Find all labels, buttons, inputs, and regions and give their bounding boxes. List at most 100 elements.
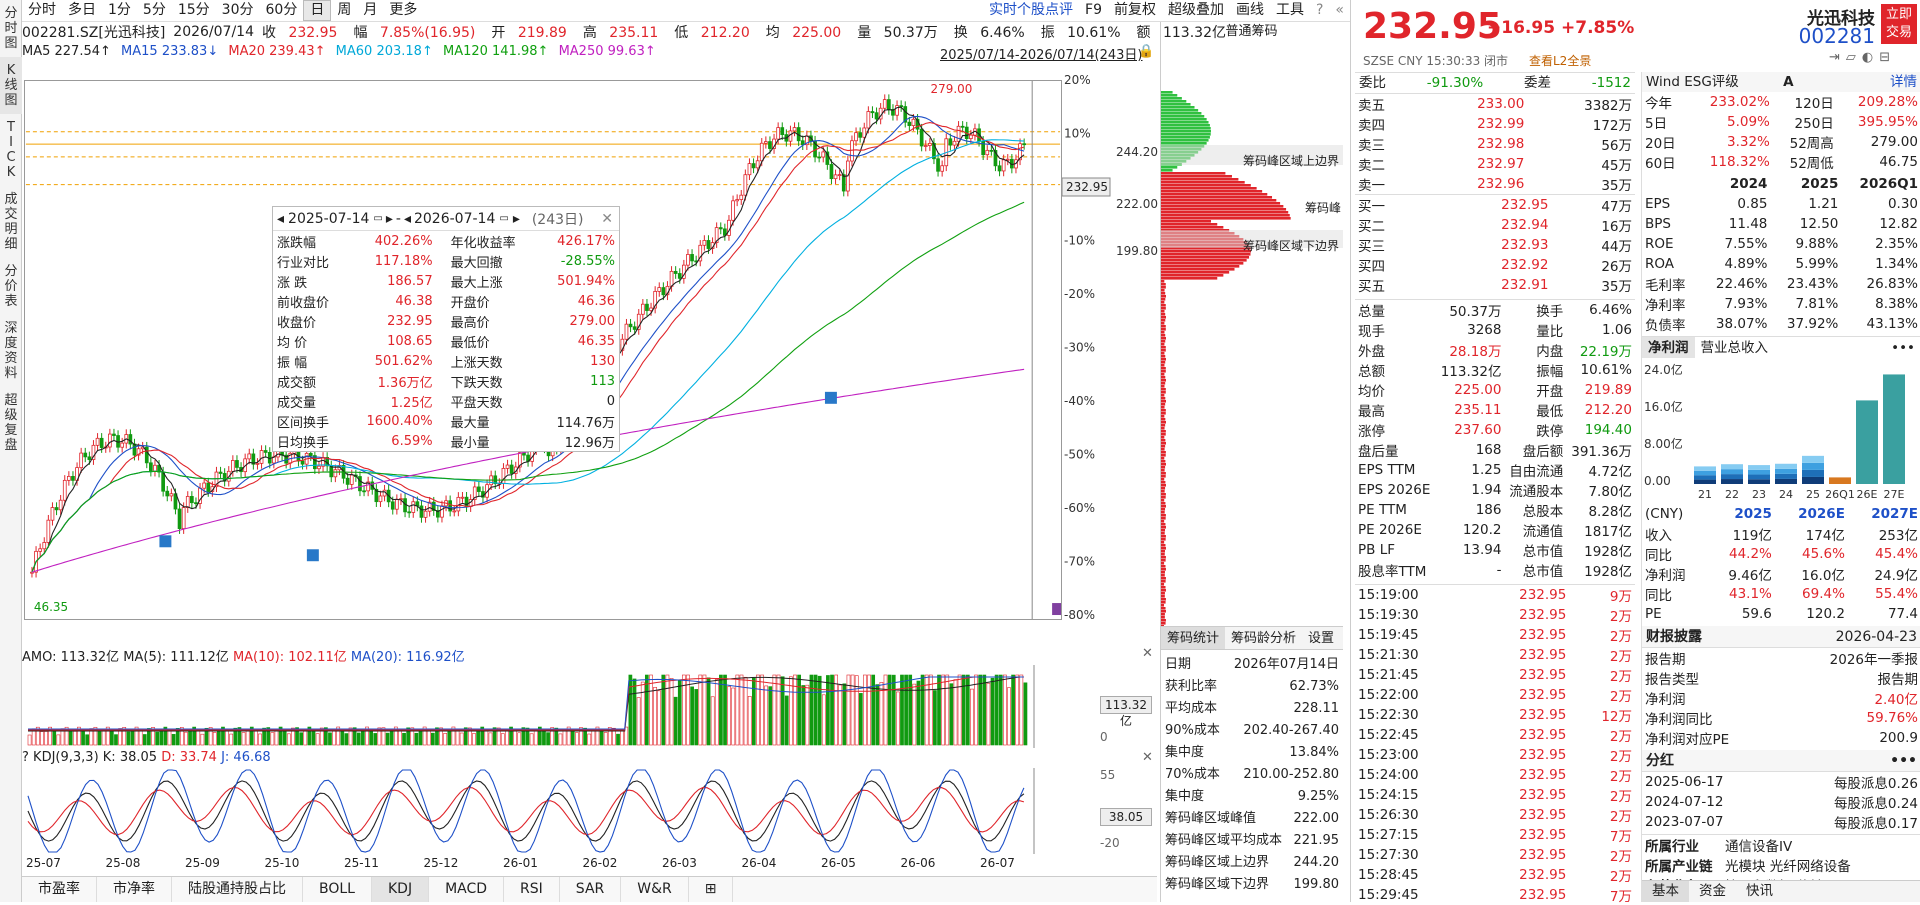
more-icon[interactable]: ••• xyxy=(1891,340,1915,356)
esg-detail-link[interactable]: 详情 xyxy=(1890,74,1917,90)
chip-bar xyxy=(1161,337,1166,340)
next-icon[interactable]: ▸ xyxy=(385,210,393,227)
amo-chart[interactable] xyxy=(24,665,1062,748)
toolbar-button[interactable]: 实时个股点评 xyxy=(989,2,1074,18)
amo-bar xyxy=(719,674,723,746)
period-tab[interactable]: 更多 xyxy=(389,2,418,18)
add-indicator-icon[interactable]: ⊞ xyxy=(689,877,734,902)
toolbar-button[interactable]: 前复权 xyxy=(1113,2,1156,18)
leftnav-item[interactable]: 成交明细 xyxy=(4,192,18,252)
candle xyxy=(378,495,383,503)
indicator-tab[interactable]: 陆股通持股占比 xyxy=(172,877,303,902)
indicator-tab[interactable]: W&R xyxy=(621,877,689,902)
amo-bar xyxy=(282,729,287,746)
indicator-tab[interactable]: RSI xyxy=(504,877,560,902)
candle xyxy=(362,490,366,493)
event-marker[interactable] xyxy=(306,549,319,562)
toolbar-button[interactable]: 画线 xyxy=(1235,2,1264,18)
calendar-icon[interactable]: ▭ xyxy=(499,213,509,224)
period-tab[interactable]: 15分 xyxy=(177,2,210,18)
period-tab[interactable]: 周 xyxy=(337,2,352,18)
toolbar-button[interactable]: F9 xyxy=(1085,2,1102,18)
help-icon[interactable]: ? xyxy=(22,750,29,765)
range-label[interactable]: 2025/07/14-2026/07/14(243日) xyxy=(940,48,1143,63)
amo-bar xyxy=(710,696,715,746)
lock-icon[interactable]: 🔒 xyxy=(1138,44,1155,59)
chip-tab[interactable]: 设置 xyxy=(1308,631,1335,646)
close-icon[interactable]: ✕ xyxy=(1142,750,1153,765)
table-row: 现手 3268 量比 1.06 xyxy=(1358,322,1632,340)
period-tab[interactable]: 5分 xyxy=(142,2,166,18)
amo-bar xyxy=(764,685,769,746)
calendar-icon[interactable]: ▭ xyxy=(373,213,383,224)
kline-chart[interactable]: 279.00 46.35 * * * * * * * * * * * * * * * * * * * * * * * * * * * * *… xyxy=(24,80,1062,620)
amo-bar xyxy=(830,674,834,746)
chip-bar xyxy=(1161,121,1209,124)
help-icon[interactable]: ? xyxy=(1315,2,1324,18)
period-tab[interactable]: 60分 xyxy=(265,2,298,18)
indicator-tab[interactable]: 市净率 xyxy=(97,877,172,902)
last-price: 232.95 xyxy=(1363,6,1502,47)
amo-bar xyxy=(93,726,98,746)
period-tab[interactable]: 多日 xyxy=(68,2,96,18)
period-tab[interactable]: 分时 xyxy=(28,2,56,18)
leftnav-item[interactable]: 分时图 xyxy=(4,6,18,51)
indicator-tab[interactable]: 市盈率 xyxy=(22,877,97,902)
indicator-tab[interactable]: BOLL xyxy=(303,877,372,902)
profit-tab[interactable]: 净利润 xyxy=(1642,337,1695,358)
indicator-tab[interactable]: SAR xyxy=(560,877,622,902)
profit-bar xyxy=(1856,400,1878,484)
table-row: 15:22:00 232.95 2万 xyxy=(1358,687,1632,705)
event-marker[interactable] xyxy=(159,535,172,548)
chip-bar xyxy=(1161,172,1226,175)
event-marker[interactable] xyxy=(824,391,837,404)
amo-bar xyxy=(912,683,917,746)
candle xyxy=(673,270,678,274)
toolbar-button[interactable]: 超级叠加 xyxy=(1167,2,1224,18)
l2-link[interactable]: 查看L2全景 xyxy=(1529,54,1592,68)
end-date[interactable]: 2026-07-14 xyxy=(413,210,496,227)
prev-icon[interactable]: ◂ xyxy=(403,210,411,227)
leftnav-item[interactable]: 超级复盘 xyxy=(4,393,18,453)
candle xyxy=(99,437,104,448)
period-tab[interactable]: 30分 xyxy=(221,2,254,18)
bar-y-label: 24.0亿 xyxy=(1644,362,1683,377)
chip-bar xyxy=(1161,274,1224,277)
panel-tab[interactable]: 基本 xyxy=(1642,881,1689,902)
chip-tab[interactable]: 筹码统计 xyxy=(1161,627,1226,649)
leftnav-item[interactable]: 深度资料 xyxy=(4,321,18,381)
trade-button[interactable]: 立即交易 xyxy=(1881,4,1917,44)
toolbar-icons[interactable]: ⇥▱◐⊟ xyxy=(1829,50,1897,65)
close-icon[interactable]: ✕ xyxy=(601,210,613,227)
chip-bar xyxy=(1161,595,1165,598)
date-label: 26-04 xyxy=(741,856,777,870)
leftnav-item[interactable]: 分价表 xyxy=(4,264,18,309)
table-row: 涨停 237.60 跌停 194.40 xyxy=(1358,422,1632,440)
prev-icon[interactable]: ◂ xyxy=(277,210,285,227)
period-tab[interactable]: 1分 xyxy=(108,2,131,18)
start-date[interactable]: 2025-07-14 xyxy=(288,210,370,227)
event-marker[interactable] xyxy=(1052,603,1062,616)
amo-bar xyxy=(385,732,390,746)
svg-text:*: * xyxy=(728,80,733,82)
bar-x-label: 26E xyxy=(1857,488,1878,501)
period-tab[interactable]: 月 xyxy=(363,2,378,18)
profit-tab[interactable]: 营业总收入 xyxy=(1700,340,1769,356)
toolbar-button[interactable]: 工具 xyxy=(1275,2,1304,18)
panel-tab[interactable]: 快讯 xyxy=(1746,883,1773,899)
indicator-tab[interactable]: KDJ xyxy=(371,877,430,902)
chip-bar xyxy=(1161,421,1166,424)
close-icon[interactable]: ✕ xyxy=(1142,646,1153,661)
amo-bar xyxy=(587,733,592,746)
chip-tab[interactable]: 筹码龄分析 xyxy=(1231,631,1297,646)
back-icon[interactable]: « xyxy=(1335,2,1344,18)
kdj-chart[interactable] xyxy=(24,768,1062,854)
indicator-tab[interactable]: MACD xyxy=(429,877,505,902)
period-tab[interactable]: 日 xyxy=(303,0,332,21)
panel-tab[interactable]: 资金 xyxy=(1699,883,1726,899)
next-icon[interactable]: ▸ xyxy=(512,210,520,227)
amo-bar xyxy=(595,726,600,746)
svg-text:*: * xyxy=(230,80,235,82)
